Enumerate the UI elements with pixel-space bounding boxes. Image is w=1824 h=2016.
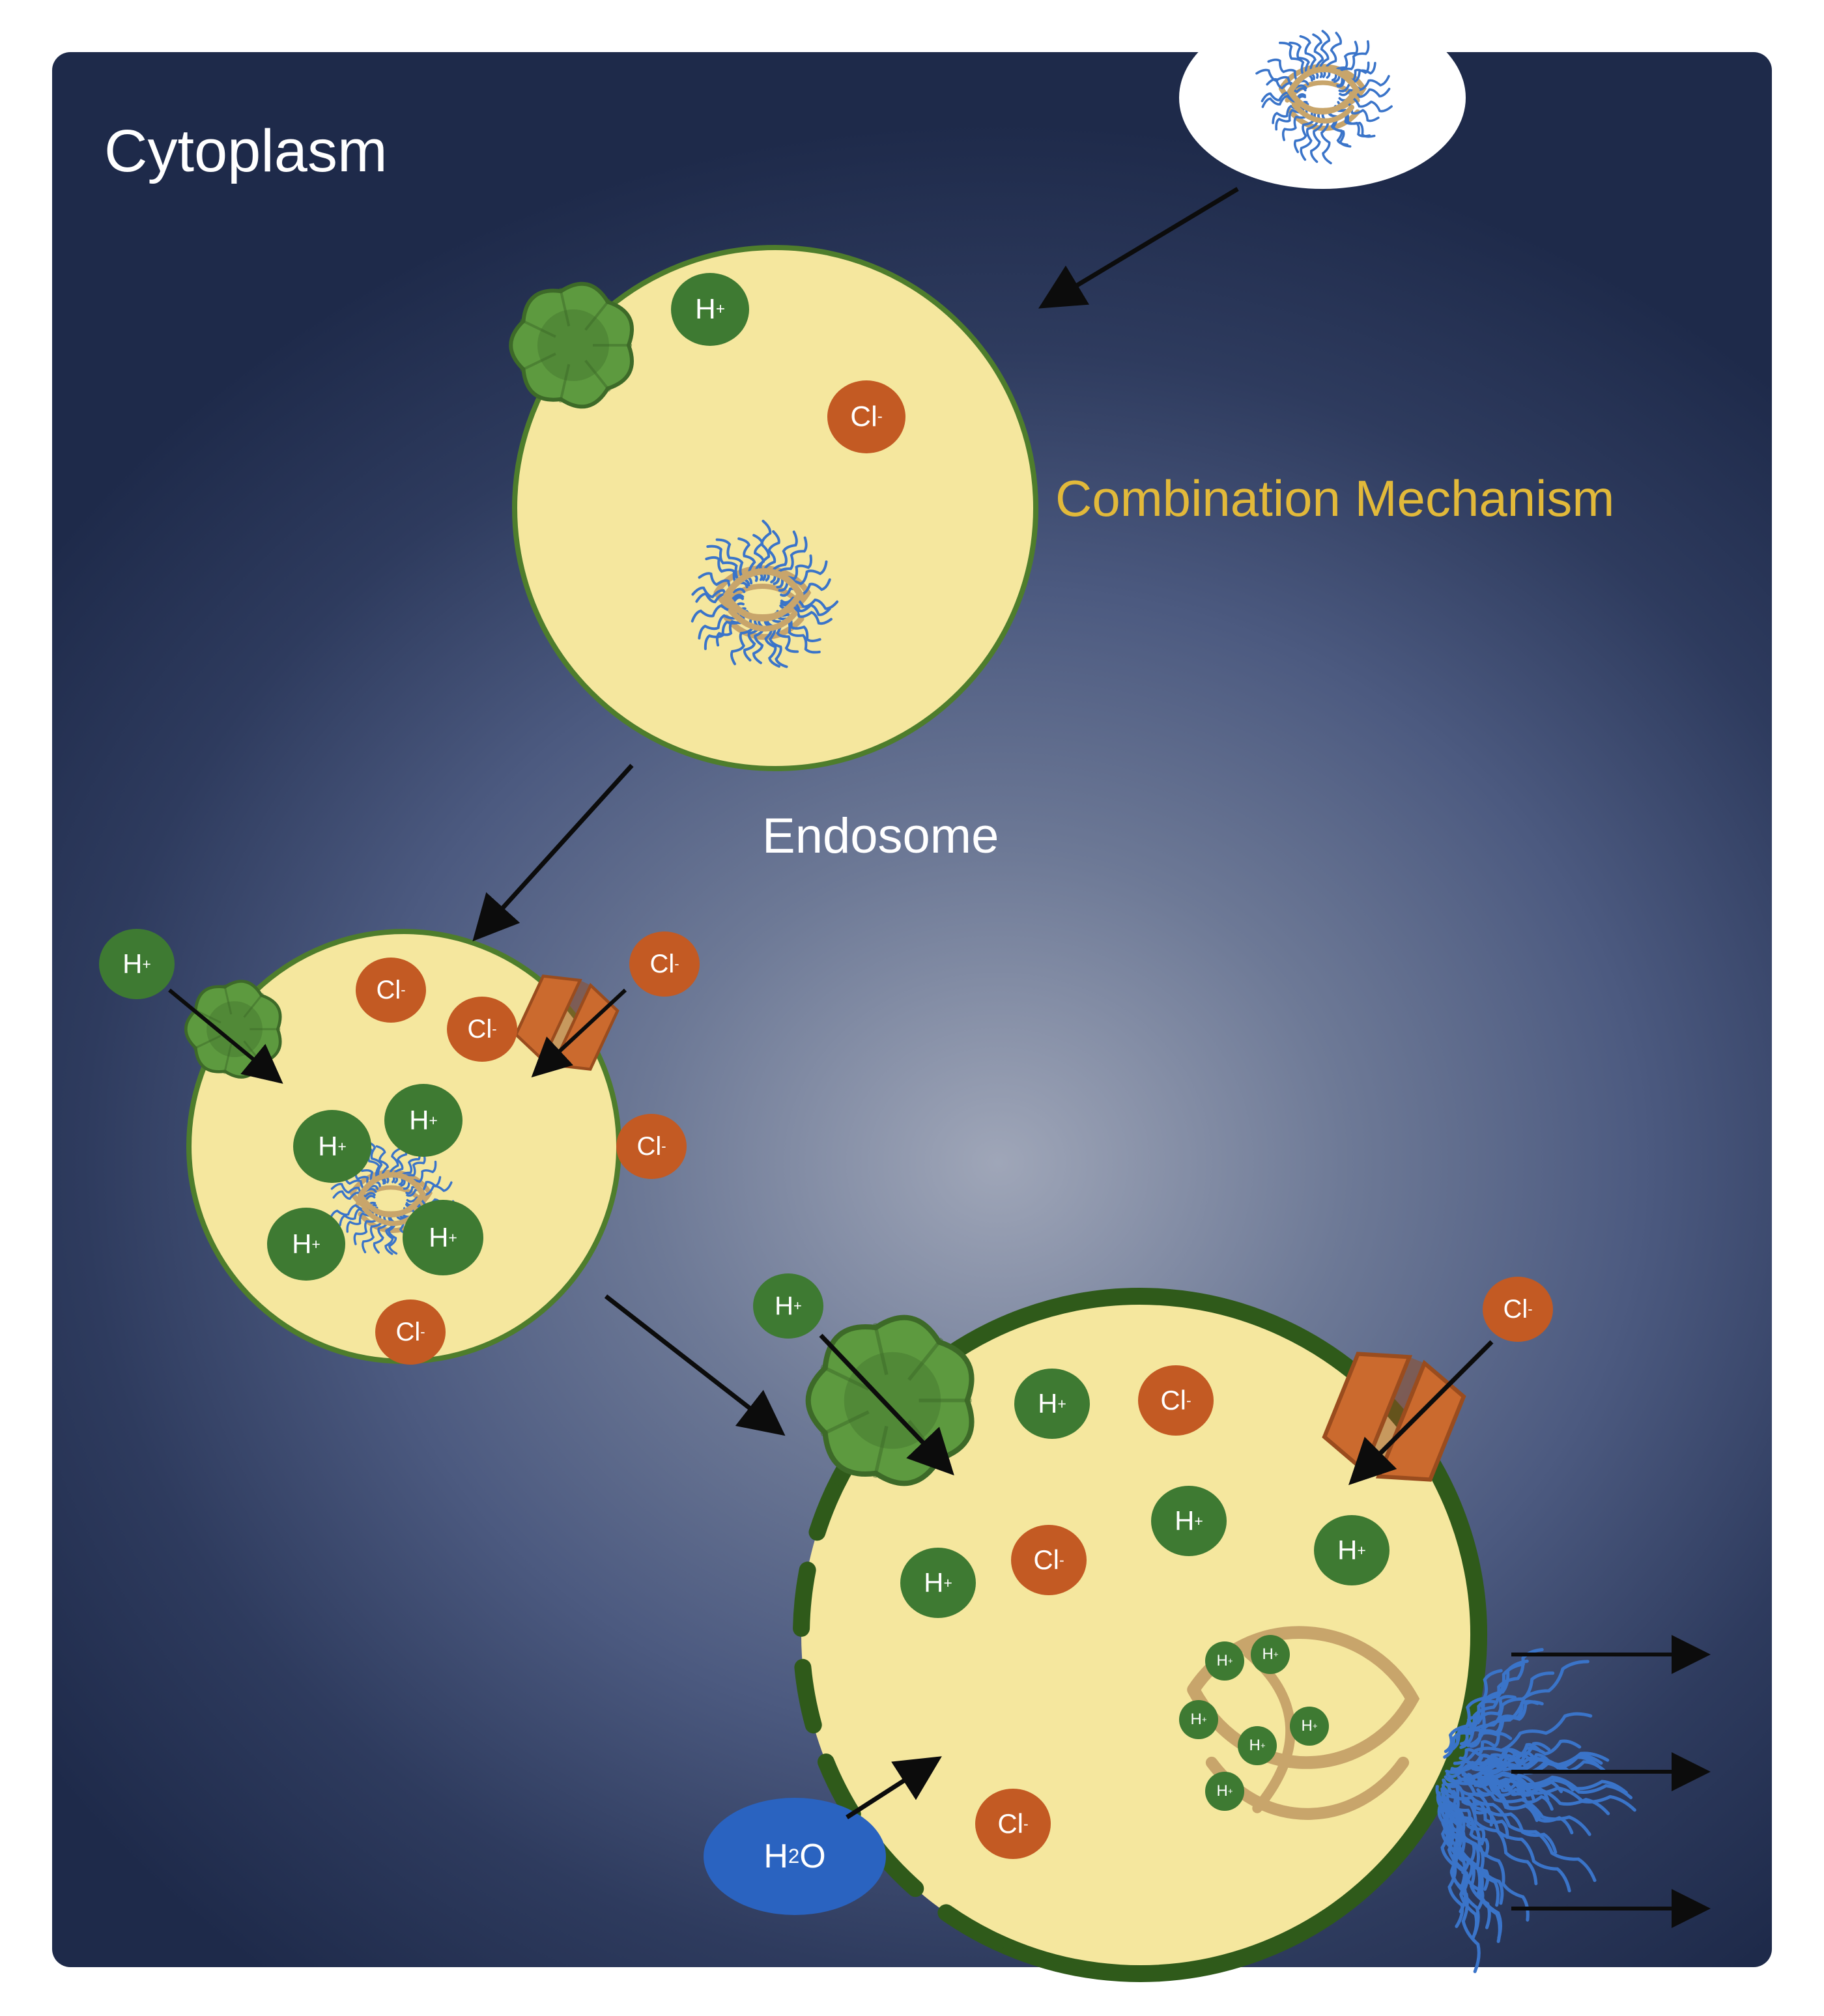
small-h-ion: H+ <box>1238 1726 1277 1765</box>
early-ion-0: H+ <box>671 273 749 346</box>
late-ion-out-1: Cl- <box>1483 1277 1553 1342</box>
early-ion-1: Cl- <box>827 380 905 453</box>
late-ion-out-0: H+ <box>753 1273 823 1339</box>
late-ion-in-4: H+ <box>900 1548 976 1618</box>
late-ion-in-3: H+ <box>1151 1486 1227 1556</box>
late-ion-in-0: H+ <box>1014 1369 1090 1439</box>
label-endosome: Endosome <box>762 808 999 864</box>
label-cytoplasm: Cytoplasm <box>104 117 388 186</box>
late-ion-in-5: H+ <box>1314 1515 1389 1585</box>
mid-ion-in-0: Cl- <box>356 958 426 1023</box>
late-ion-in-2: Cl- <box>1011 1525 1087 1595</box>
mid-ion-in-6: Cl- <box>375 1299 446 1365</box>
late-ion-in-6: Cl- <box>975 1789 1051 1859</box>
mid-ion-out-2: Cl- <box>616 1114 687 1179</box>
mid-ion-in-1: Cl- <box>447 997 517 1062</box>
mid-ion-in-5: H+ <box>403 1200 483 1275</box>
small-h-ion: H+ <box>1290 1707 1329 1746</box>
small-h-ion: H+ <box>1205 1772 1244 1811</box>
h2o-label: H2O <box>704 1798 886 1915</box>
mid-ion-out-1: Cl- <box>629 931 700 997</box>
mid-ion-in-3: H+ <box>384 1084 463 1157</box>
diagram-canvas: Cytoplasm Combination Mechanism Endosome… <box>0 0 1824 2016</box>
background-panel <box>52 52 1772 1967</box>
small-h-ion: H+ <box>1179 1700 1218 1739</box>
small-h-ion: H+ <box>1205 1641 1244 1681</box>
small-h-ion: H+ <box>1251 1635 1290 1674</box>
mid-ion-out-0: H+ <box>99 929 175 999</box>
late-ion-in-1: Cl- <box>1138 1365 1214 1436</box>
label-mechanism: Combination Mechanism <box>1055 469 1614 528</box>
mid-ion-in-4: H+ <box>267 1208 345 1281</box>
mid-ion-in-2: H+ <box>293 1110 371 1183</box>
